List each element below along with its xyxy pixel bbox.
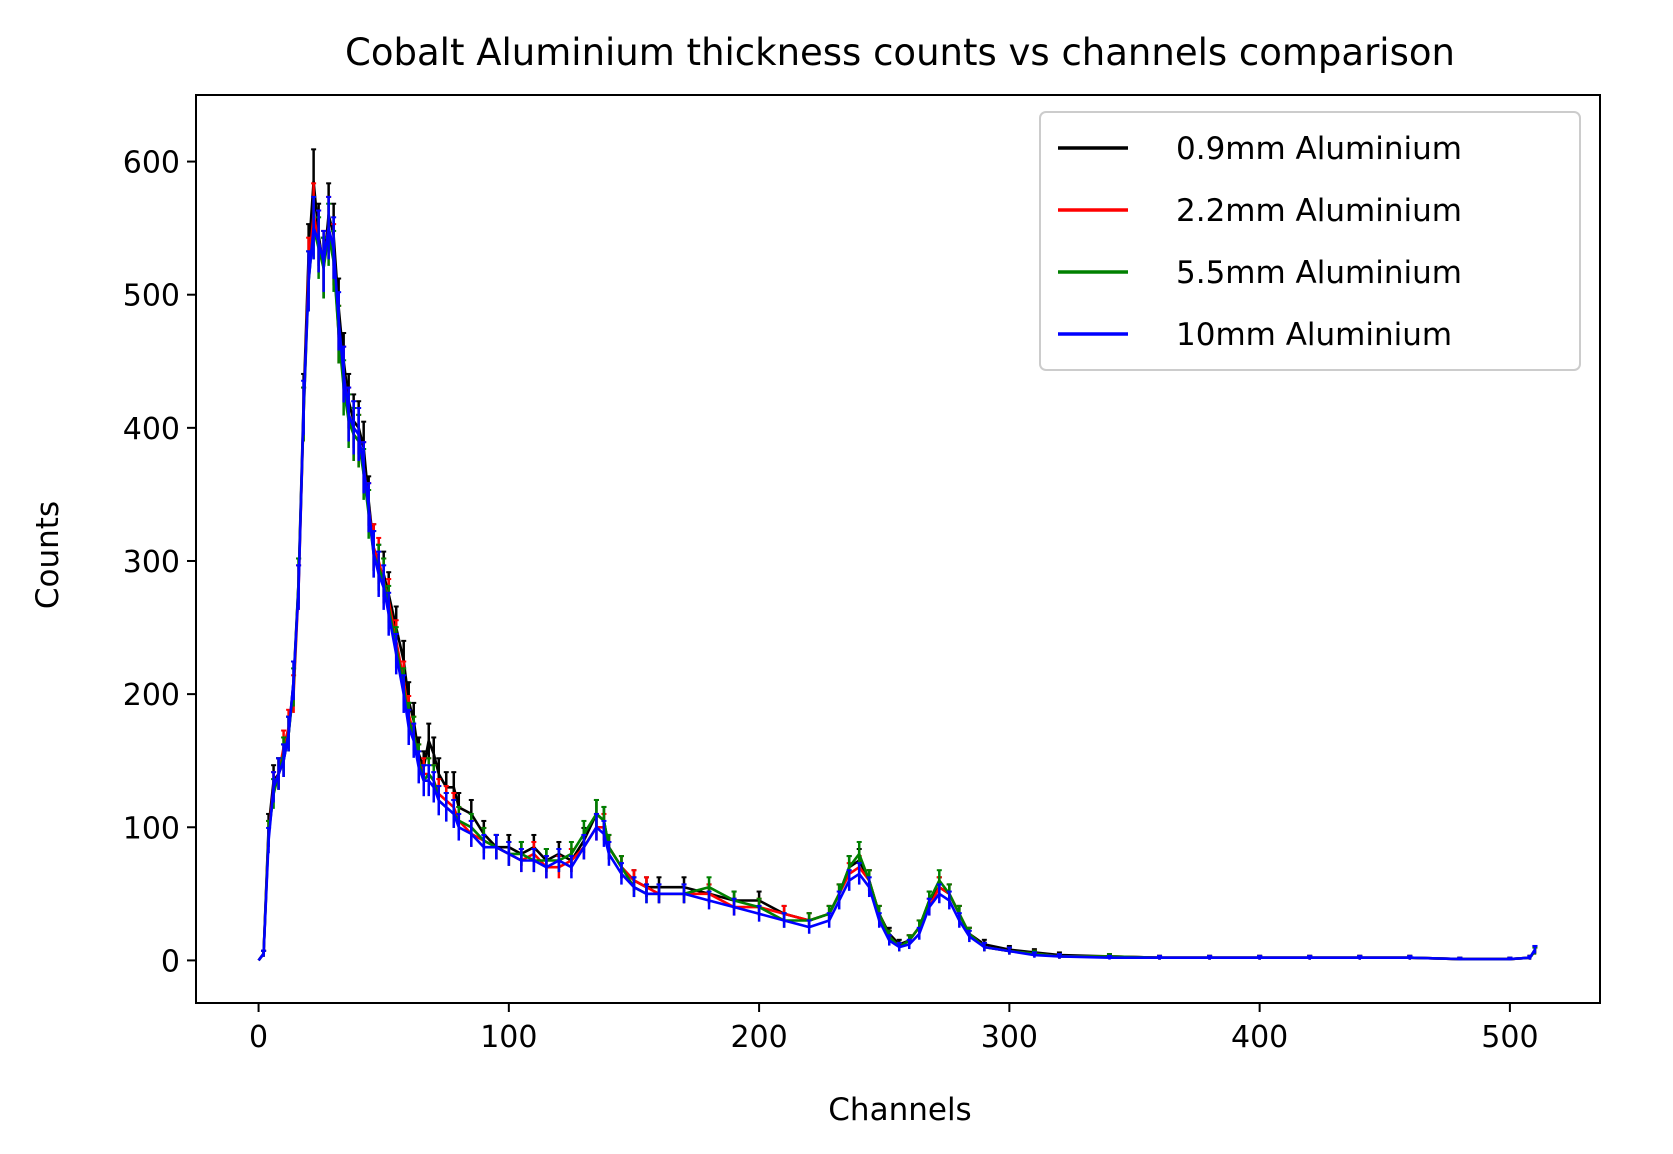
legend-label: 0.9mm Aluminium: [1176, 131, 1462, 167]
axes-frame: [195, 94, 1601, 1004]
x-axis-ticks: 0 100 200 300 400 500: [249, 1003, 1539, 1055]
series-4-line: [257, 226, 1537, 962]
legend-item: 10mm Aluminium: [1058, 317, 1452, 353]
x-tick-label: 200: [730, 1020, 787, 1055]
legend-item: 2.2mm Aluminium: [1058, 193, 1462, 229]
legend-label: 2.2mm Aluminium: [1176, 193, 1462, 229]
y-tick-label: 400: [123, 412, 180, 447]
y-tick-label: 200: [123, 678, 180, 713]
legend-box: [1039, 111, 1581, 371]
x-tick-label: 300: [981, 1020, 1038, 1055]
y-tick-label: 600: [123, 146, 180, 181]
series-layer: [257, 148, 1538, 962]
y-tick-label: 0: [161, 944, 180, 979]
y-axis-ticks: 0 100 200 300 400 500 600: [123, 146, 196, 979]
legend-label: 5.5mm Aluminium: [1176, 255, 1462, 291]
legend: 0.9mm Aluminium 2.2mm Aluminium 5.5mm Alum…: [1039, 111, 1581, 371]
x-tick-label: 500: [1481, 1020, 1538, 1055]
legend-label: 10mm Aluminium: [1176, 317, 1452, 353]
chart-title: Cobalt Aluminium thickness counts vs cha…: [345, 31, 1455, 74]
x-axis-label: Channels: [828, 1092, 971, 1128]
y-tick-label: 500: [123, 279, 180, 314]
series-4: [257, 195, 1538, 962]
x-tick-label: 100: [480, 1020, 537, 1055]
legend-item: 5.5mm Aluminium: [1058, 255, 1462, 291]
x-tick-label: 400: [1231, 1020, 1288, 1055]
x-tick-label: 0: [249, 1020, 268, 1055]
y-axis-label: Counts: [30, 501, 66, 609]
legend-item: 0.9mm Aluminium: [1058, 131, 1462, 167]
y-tick-label: 100: [123, 811, 180, 846]
y-tick-label: 300: [123, 545, 180, 580]
